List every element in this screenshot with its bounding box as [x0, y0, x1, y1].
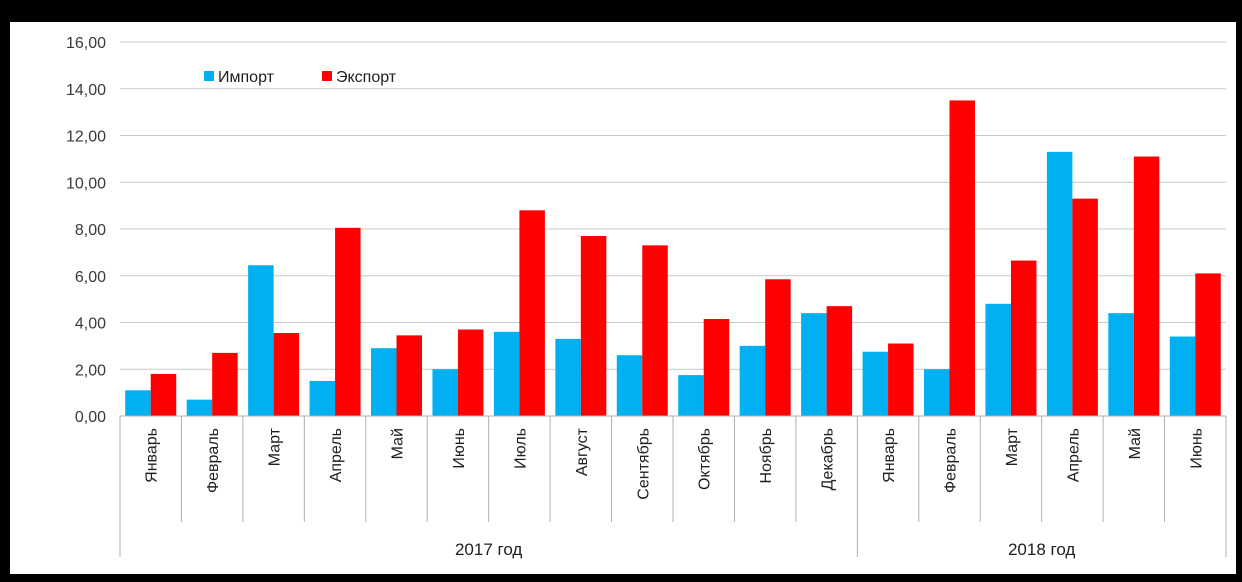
bar-export: [457, 329, 484, 416]
legend-swatch-import: [204, 71, 214, 81]
bar-import: [125, 390, 151, 416]
bar-import: [432, 369, 458, 416]
bar-export: [1195, 273, 1221, 416]
bar-export: [703, 318, 730, 416]
x-category-label: Февраль: [205, 428, 222, 493]
bar-import: [555, 338, 581, 416]
bar-export: [212, 352, 238, 416]
bar-export: [1133, 156, 1160, 416]
bar-import: [801, 313, 827, 416]
x-category-label: Июль: [512, 428, 529, 469]
grid-lines: [120, 41, 1226, 417]
bar-import: [248, 265, 274, 416]
x-category-label: Апрель: [328, 428, 345, 482]
bar-import: [616, 355, 643, 416]
x-category-label: Январь: [144, 428, 161, 483]
x-category-label: Февраль: [943, 428, 960, 493]
x-category-label: Октябрь: [697, 428, 714, 490]
bar-export: [273, 333, 300, 416]
x-category-label: Апрель: [1065, 428, 1082, 482]
bar-export: [1010, 260, 1037, 416]
bar-export: [519, 210, 545, 416]
x-axis: [119, 415, 1227, 557]
y-tick-label: 4,00: [75, 316, 106, 333]
x-category-label: Ноябрь: [758, 428, 775, 484]
bar-export: [335, 227, 361, 416]
y-tick-label: 10,00: [66, 175, 106, 192]
y-tick-label: 14,00: [66, 82, 106, 99]
bar-export: [949, 100, 975, 416]
y-tick-label: 16,00: [66, 35, 106, 52]
x-category-label: Май: [1127, 428, 1144, 459]
y-tick-label: 6,00: [75, 269, 106, 286]
bar-import: [186, 399, 213, 416]
bar-export: [1072, 198, 1098, 416]
legend-label-export: Экспорт: [336, 69, 397, 86]
y-tick-label: 0,00: [75, 409, 106, 426]
x-category-label: Март: [267, 427, 284, 466]
x-category-label: Сентябрь: [635, 428, 652, 500]
bar-export: [396, 335, 422, 416]
bar-import: [985, 303, 1011, 416]
x-category-label: Май: [390, 428, 407, 459]
bars: [125, 100, 1221, 417]
bar-import: [1108, 313, 1134, 416]
bar-chart: 0,00 2,00 4,00 6,00 8,00 10,00 12,00 14,00 16,00…: [66, 35, 1227, 559]
bar-export: [826, 306, 853, 416]
x-category-label: Декабрь: [820, 428, 837, 490]
bar-import: [924, 369, 950, 416]
bar-import: [1169, 336, 1196, 416]
category-labels: Январь Февраль Март Апрель Май Июнь Июль Август…: [144, 427, 1206, 499]
chart-frame: 0,00 2,00 4,00 6,00 8,00 10,00 12,00 14,00 16,00…: [10, 22, 1236, 574]
bar-export: [150, 373, 177, 416]
bar-import: [493, 331, 520, 416]
legend-swatch-export: [322, 71, 332, 81]
legend-label-import: Импорт: [218, 69, 275, 86]
x-category-label: Январь: [881, 428, 898, 483]
bar-import: [371, 348, 397, 416]
y-tick-label: 8,00: [75, 222, 106, 239]
x-group-label: 2017 год: [455, 540, 522, 559]
y-tick-label: 2,00: [75, 362, 106, 379]
bar-import: [678, 375, 704, 416]
x-category-label: Март: [1004, 427, 1021, 466]
x-group-label: 2018 год: [1008, 540, 1075, 559]
bar-export: [888, 343, 914, 416]
y-tick-label: 12,00: [66, 129, 106, 146]
bar-import: [1046, 151, 1073, 417]
y-axis-tick-labels: 0,00 2,00 4,00 6,00 8,00 10,00 12,00 14,00 16,00: [66, 35, 106, 426]
bar-export: [642, 245, 668, 416]
legend: Импорт Экспорт: [204, 69, 397, 86]
bar-import: [862, 351, 889, 416]
x-category-label: Июнь: [451, 428, 468, 469]
bar-import: [739, 345, 766, 416]
group-labels: 2017 год 2018 год: [455, 540, 1075, 559]
bar-import: [309, 380, 336, 416]
x-category-label: Июнь: [1188, 428, 1205, 469]
bar-export: [580, 236, 607, 416]
x-category-label: Август: [574, 427, 591, 476]
bar-export: [765, 279, 791, 416]
